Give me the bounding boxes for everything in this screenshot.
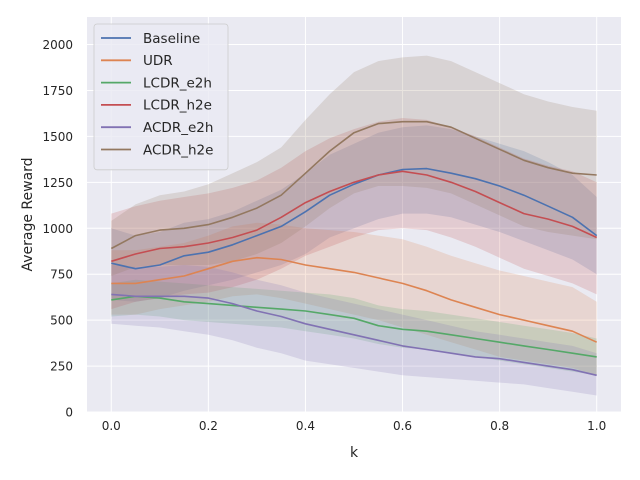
udr-line <box>111 256 598 343</box>
x-tick-label: 0.4 <box>296 419 315 433</box>
x-tick-label: 0.2 <box>199 419 218 433</box>
x-tick-label: 0.0 <box>102 419 121 433</box>
series-lines <box>110 120 598 377</box>
legend-label-baseline: Baseline <box>143 31 200 47</box>
y-tick-label: 0 <box>65 406 73 420</box>
legend-label-lcdr-e2h: LCDR_e2h <box>143 75 212 91</box>
legend: Baseline UDR LCDR_e2h LCDR_h2e ACDR_e2h ACDR_… <box>93 23 229 171</box>
gridlines <box>87 17 621 413</box>
y-tick-label: 1750 <box>42 84 73 98</box>
legend-label-acdr-h2e: ACDR_h2e <box>143 142 213 158</box>
legend-label-udr: UDR <box>143 53 173 69</box>
lcdr-h2e-line <box>111 170 598 263</box>
x-axis-ticks: 0.0 0.2 0.4 0.6 0.8 1.0 <box>102 419 607 433</box>
y-tick-label: 1000 <box>42 222 73 236</box>
acdr-e2h-band <box>111 265 597 396</box>
y-tick-label: 2000 <box>42 38 73 52</box>
legend-label-acdr-e2h: ACDR_e2h <box>143 120 213 136</box>
baseline-band <box>111 125 597 302</box>
y-tick-label: 1250 <box>42 176 73 190</box>
acdr-h2e-line <box>110 120 597 250</box>
y-tick-label: 750 <box>50 268 73 282</box>
acdr-h2e-band <box>111 55 597 276</box>
x-tick-label: 0.6 <box>393 419 412 433</box>
x-tick-label: 1.0 <box>587 419 606 433</box>
y-tick-label: 500 <box>50 314 73 328</box>
y-axis-ticks: 0 250 500 750 1000 1250 1500 1750 2000 <box>42 38 73 419</box>
acdr-e2h-line <box>111 293 597 377</box>
y-tick-label: 250 <box>50 360 73 374</box>
y-tick-label: 1500 <box>42 130 73 144</box>
baseline-line <box>111 167 598 270</box>
y-axis-label: Average Reward <box>20 157 36 271</box>
x-axis-label: k <box>350 445 359 461</box>
lcdr-e2h-line <box>111 295 597 358</box>
x-tick-label: 0.8 <box>490 419 509 433</box>
legend-label-lcdr-h2e: LCDR_h2e <box>143 98 212 114</box>
